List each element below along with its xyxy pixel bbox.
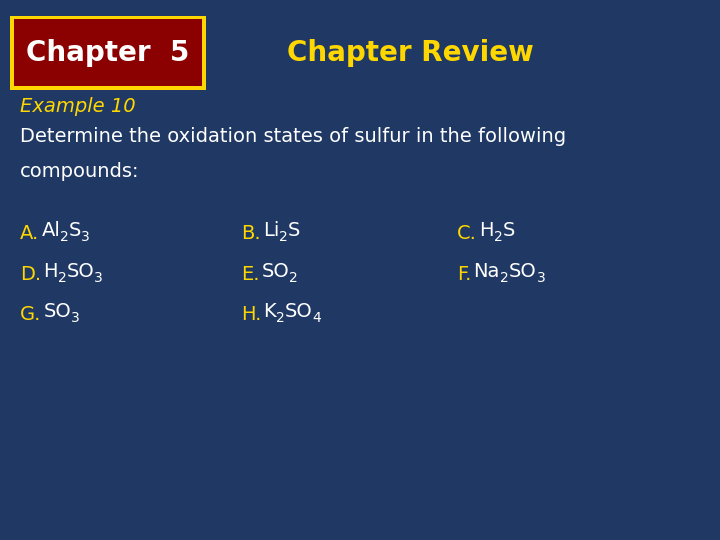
Text: SO: SO	[509, 262, 536, 281]
Text: S: S	[69, 221, 81, 240]
Text: G.: G.	[20, 305, 42, 324]
Text: SO: SO	[43, 302, 71, 321]
Text: Li: Li	[263, 221, 279, 240]
Text: D.: D.	[20, 265, 41, 284]
Text: 3: 3	[81, 230, 90, 244]
Text: 2: 2	[494, 230, 503, 244]
Text: F.: F.	[457, 265, 472, 284]
Text: 2: 2	[60, 230, 69, 244]
Text: K: K	[264, 302, 276, 321]
Text: S: S	[288, 221, 300, 240]
Text: S: S	[503, 221, 515, 240]
Text: 3: 3	[71, 311, 80, 325]
Text: 2: 2	[289, 271, 298, 285]
FancyBboxPatch shape	[14, 19, 202, 86]
FancyBboxPatch shape	[10, 16, 206, 90]
Text: E.: E.	[241, 265, 260, 284]
Text: 4: 4	[312, 311, 321, 325]
Text: 3: 3	[536, 271, 545, 285]
Text: Determine the oxidation states of sulfur in the following: Determine the oxidation states of sulfur…	[20, 127, 567, 146]
Text: B.: B.	[241, 224, 261, 243]
Text: H: H	[479, 221, 494, 240]
Text: C.: C.	[457, 224, 477, 243]
Text: A.: A.	[20, 224, 40, 243]
Text: Al: Al	[42, 221, 60, 240]
Text: 2: 2	[279, 230, 288, 244]
Text: H.: H.	[241, 305, 261, 324]
Text: Example 10: Example 10	[20, 97, 136, 116]
Text: 3: 3	[94, 271, 103, 285]
Text: Chapter  5: Chapter 5	[27, 39, 189, 66]
Text: compounds:: compounds:	[20, 162, 140, 181]
Text: 2: 2	[58, 271, 66, 285]
Text: SO: SO	[66, 262, 94, 281]
Text: Chapter Review: Chapter Review	[287, 39, 534, 66]
Text: SO: SO	[285, 302, 312, 321]
Text: H: H	[43, 262, 58, 281]
Text: 2: 2	[500, 271, 509, 285]
Text: 2: 2	[276, 311, 285, 325]
Text: Na: Na	[474, 262, 500, 281]
Text: SO: SO	[261, 262, 289, 281]
